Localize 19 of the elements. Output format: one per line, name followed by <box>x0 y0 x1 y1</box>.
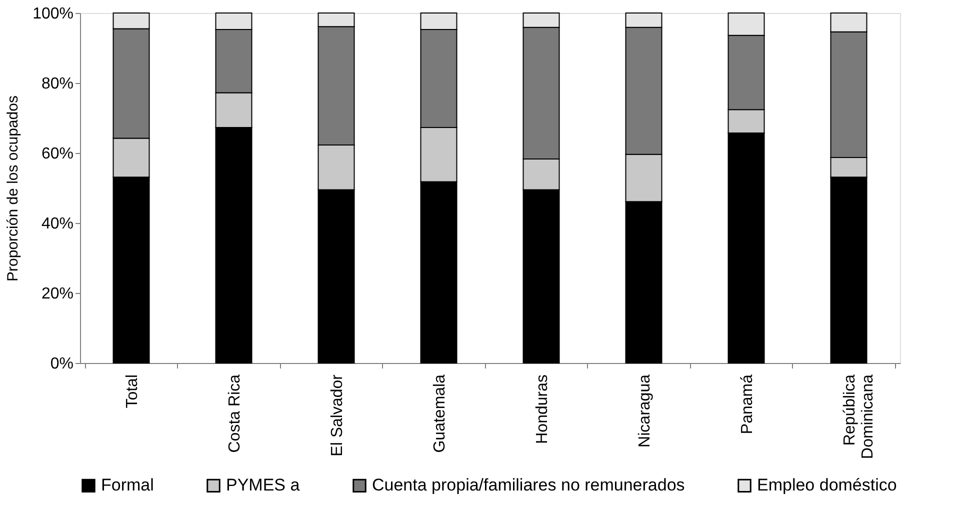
legend-label: Empleo doméstico <box>757 476 897 495</box>
x-tick-label: Costa Rica <box>226 374 244 453</box>
legend-label: Cuenta propia/familiares no remunerados <box>372 476 685 495</box>
y-tick-label: 60% <box>41 146 74 162</box>
x-tick-label: Guatemala <box>431 374 448 453</box>
x-tick-label: Panamá <box>738 374 756 434</box>
x-tick-label: Nicaragua <box>636 374 654 448</box>
x-tick-label: El Salvador <box>328 374 346 456</box>
x-tick-label: Total <box>124 374 141 408</box>
legend-label: PYMES a <box>226 476 300 495</box>
y-axis-title: Proporción de los ocupados <box>4 96 22 282</box>
y-tick-label: 100% <box>32 6 74 22</box>
y-tick-label: 0% <box>50 356 74 372</box>
y-tick-label: 20% <box>41 286 74 302</box>
legend-label: Formal <box>101 476 154 495</box>
x-tick-label: Honduras <box>534 374 551 444</box>
x-tick-label: República Dominicana <box>841 374 876 459</box>
y-tick-label: 80% <box>41 76 74 92</box>
y-tick-label: 40% <box>41 216 74 232</box>
